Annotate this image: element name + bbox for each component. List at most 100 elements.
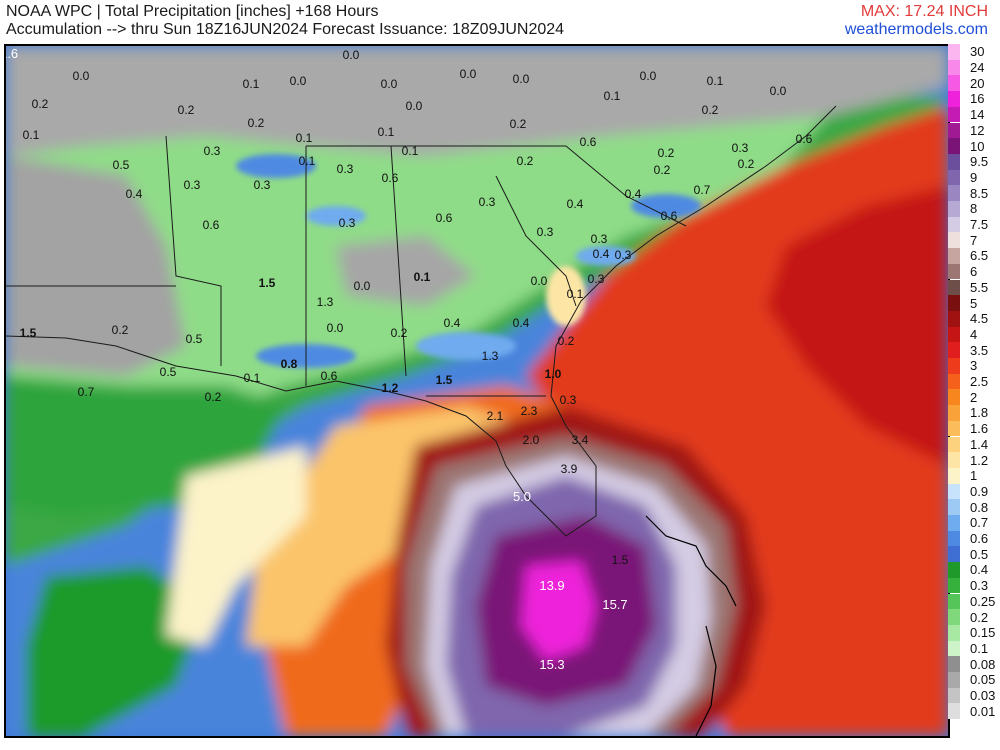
precip-value: 1.5 xyxy=(259,276,276,290)
legend-swatch xyxy=(948,687,960,704)
legend-label: 0.8 xyxy=(970,499,989,515)
legend-entry: 0.4 xyxy=(948,562,1000,578)
legend-swatch xyxy=(948,358,960,374)
legend-entry: 1.4 xyxy=(948,436,1000,453)
legend-entry: 2.5 xyxy=(948,373,1000,390)
legend-label: 16 xyxy=(970,91,985,107)
keys-coastline xyxy=(645,515,737,736)
precip-value: 0.0 xyxy=(290,74,307,88)
precip-value: 0.2 xyxy=(205,390,222,404)
legend-entry: 3 xyxy=(948,358,1000,374)
precip-value: 0.2 xyxy=(658,146,675,160)
legend-swatch xyxy=(948,624,960,641)
legend-entry: 4 xyxy=(948,326,1000,343)
legend-swatch xyxy=(948,279,960,296)
legend-swatch xyxy=(948,169,960,186)
precip-value: 1.2 xyxy=(382,381,399,395)
legend-entry: 4.5 xyxy=(948,310,1000,327)
precip-value: 0.4 xyxy=(567,197,584,211)
precip-value: 0.1 xyxy=(414,270,431,284)
legend-entry: 0.1 xyxy=(948,640,1000,657)
precip-value: 0.1 xyxy=(23,128,40,142)
precip-value: 1.3 xyxy=(317,295,334,309)
legend-swatch xyxy=(948,75,960,92)
legend-swatch xyxy=(948,703,960,720)
precip-value: 0.0 xyxy=(381,77,398,91)
legend-label: 0.01 xyxy=(970,703,996,719)
precip-value: 0.7 xyxy=(694,183,711,197)
precip-value: 0.6 xyxy=(382,171,399,185)
legend-entry: 6.5 xyxy=(948,248,1000,264)
legend-swatch xyxy=(948,467,960,484)
legend-swatch xyxy=(948,373,960,390)
precip-value: 0.0 xyxy=(406,99,423,113)
precip-value: 0.2 xyxy=(517,154,534,168)
legend-label: 7.5 xyxy=(970,217,989,233)
precip-value: 0.0 xyxy=(460,67,477,81)
legend-label: 0.15 xyxy=(970,625,996,641)
legend-swatch xyxy=(948,310,960,327)
precip-value: 0.4 xyxy=(625,187,642,201)
precip-value: 0.6 xyxy=(796,132,813,146)
legend-label: 0.08 xyxy=(970,656,996,672)
legend-entry: 0.7 xyxy=(948,515,1000,531)
precip-value: 0.3 xyxy=(615,248,632,262)
legend-label: 0.05 xyxy=(970,672,996,688)
legend-label: 0.7 xyxy=(970,515,989,531)
precip-value: 0.3 xyxy=(204,144,221,158)
legend-entry: 0.9 xyxy=(948,483,1000,500)
legend-entry: 9 xyxy=(948,169,1000,186)
legend-swatch xyxy=(948,216,960,233)
legend-label: 4 xyxy=(970,326,978,342)
legend-swatch xyxy=(948,185,960,201)
legend-swatch xyxy=(948,91,960,107)
legend-label: 0.4 xyxy=(970,562,989,578)
legend-swatch xyxy=(948,436,960,453)
map-canvas: 0.00.00.0 0.0 0.00.20.1 0.0 0.00.00.20.10.10… xyxy=(6,46,948,736)
legend-label: 1.6 xyxy=(970,421,989,437)
legend-entry: 0.8 xyxy=(948,499,1000,515)
legend-swatch xyxy=(948,452,960,468)
legend-swatch xyxy=(948,577,960,594)
legend-label: 3 xyxy=(970,358,978,374)
legend-entry: 5.5 xyxy=(948,279,1000,296)
legend-entry: 1.8 xyxy=(948,405,1000,421)
precip-value: 0.8 xyxy=(281,357,298,371)
precip-value: 15.7 xyxy=(602,597,627,612)
legend-label: 9 xyxy=(970,169,978,185)
precip-value: 0.2 xyxy=(558,334,575,348)
legend-swatch xyxy=(948,499,960,515)
max-value-label: MAX: 17.24 INCH xyxy=(860,3,988,20)
precip-value: 0.4 xyxy=(513,316,530,330)
legend-swatch xyxy=(948,546,960,563)
precip-value: 1.5 xyxy=(612,553,629,567)
precip-value: 0.0 xyxy=(354,279,371,293)
precip-value: 0.2 xyxy=(178,103,195,117)
precip-value: 0.6 xyxy=(436,211,453,225)
precip-value: 2.0 xyxy=(523,433,540,447)
legend-swatch xyxy=(948,153,960,170)
legend-label: 6.5 xyxy=(970,248,989,264)
precip-value: 2.3 xyxy=(521,404,538,418)
legend-entry: 1.6 xyxy=(948,420,1000,437)
precip-value-labels: 0.00.00.0 0.0 0.00.20.1 0.0 0.00.00.20.10.10… xyxy=(6,46,813,672)
precip-value: 0.0 xyxy=(343,48,360,62)
precip-value: 0.6 xyxy=(321,369,338,383)
legend-entry: 6 xyxy=(948,263,1000,280)
precip-value: 0.1 xyxy=(402,144,419,158)
precip-value: 0.2 xyxy=(248,116,265,130)
precip-value: 2.1 xyxy=(487,409,504,423)
legend-entry: 0.2 xyxy=(948,609,1000,625)
legend-label: 0.9 xyxy=(970,483,989,499)
precip-value: 0.2 xyxy=(702,103,719,117)
precip-value: 0.5 xyxy=(113,158,130,172)
legend-entry: 20 xyxy=(948,75,1000,92)
precip-value: 0.0 xyxy=(640,69,657,83)
legend-entry: 7 xyxy=(948,232,1000,249)
precip-value: 1.5 xyxy=(20,326,37,340)
legend-swatch xyxy=(948,593,960,610)
legend-entry: 1.2 xyxy=(948,452,1000,468)
legend-swatch xyxy=(948,515,960,531)
precip-value: 0.0 xyxy=(73,69,90,83)
legend-swatch xyxy=(948,609,960,625)
